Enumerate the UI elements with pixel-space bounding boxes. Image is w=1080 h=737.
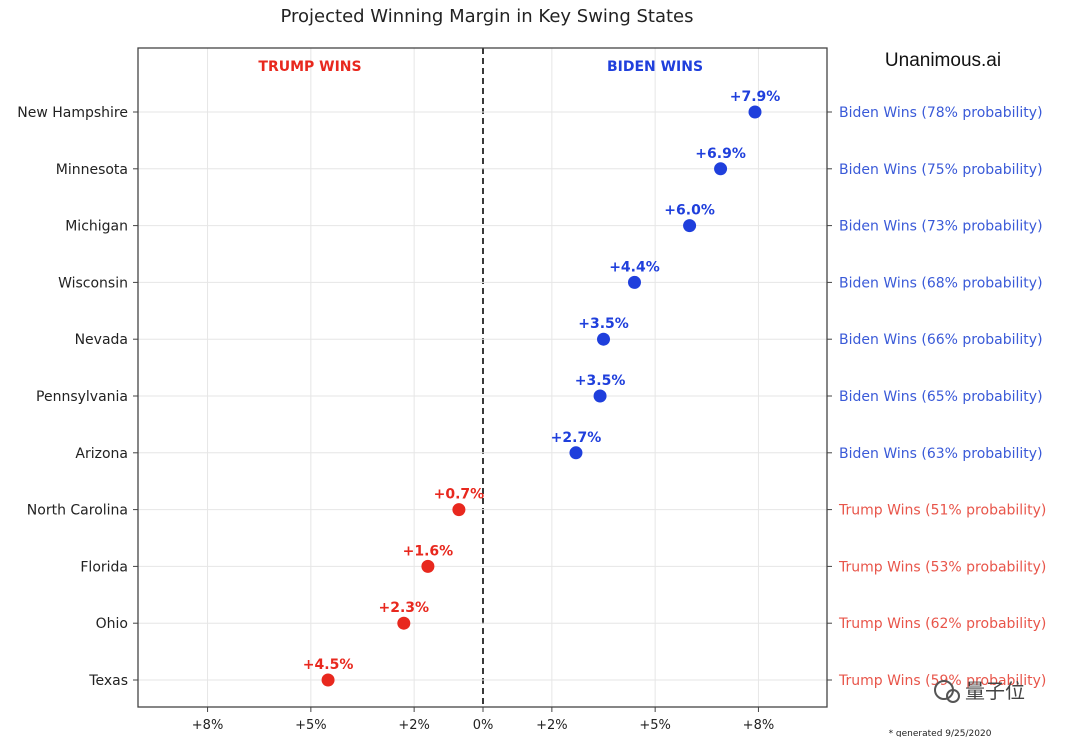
data-label: +3.5% [575, 373, 626, 389]
state-label: North Carolina [27, 503, 128, 519]
data-point [627, 275, 641, 289]
data-label: +1.6% [403, 543, 454, 559]
data-point [593, 389, 607, 403]
data-label: +6.9% [695, 146, 746, 162]
probability-annotation: Biden Wins (73% probability) [839, 219, 1043, 235]
probability-annotation: Biden Wins (66% probability) [839, 332, 1043, 348]
data-point [597, 332, 611, 346]
data-label: +3.5% [578, 316, 629, 332]
x-tick-label: +5% [639, 718, 671, 733]
data-point [321, 673, 335, 687]
data-label: +6.0% [664, 203, 715, 219]
state-label: Florida [80, 559, 128, 575]
data-point [452, 503, 466, 517]
data-label: +4.4% [609, 259, 660, 275]
probability-annotation: Trump Wins (62% probability) [838, 616, 1046, 632]
probability-annotation: Trump Wins (53% probability) [838, 559, 1046, 575]
state-label: Wisconsin [58, 275, 128, 291]
data-point [421, 559, 435, 573]
x-axis-ticks: +8% +5% +2% 0% +2% +5% +8% New Hampshire Biden W… [17, 105, 1046, 733]
data-label: +7.9% [730, 89, 781, 105]
data-point [683, 219, 697, 233]
state-label: Arizona [75, 446, 128, 462]
data-label: +0.7% [434, 487, 485, 503]
data-point [397, 616, 411, 630]
data-label: +2.7% [551, 430, 602, 446]
trump-wins-header: TRUMP WINS [258, 59, 361, 75]
watermark: 量子位 [934, 679, 1025, 703]
probability-annotation: Biden Wins (75% probability) [839, 162, 1043, 178]
watermark-icon-small [946, 689, 960, 703]
x-tick-label: +8% [192, 718, 224, 733]
x-tick-label: +8% [743, 718, 775, 733]
x-tick-label: +2% [536, 718, 568, 733]
watermark-text: 量子位 [965, 679, 1025, 703]
biden-wins-header: BIDEN WINS [607, 59, 703, 75]
footnote: * generated 9/25/2020 [889, 729, 992, 737]
data-point [714, 162, 728, 176]
state-label: Texas [88, 673, 128, 689]
probability-annotation: Biden Wins (68% probability) [839, 275, 1043, 291]
probability-annotation: Biden Wins (78% probability) [839, 105, 1043, 121]
data-point [569, 446, 583, 460]
x-tick-label: +2% [398, 718, 430, 733]
probability-annotation: Biden Wins (65% probability) [839, 389, 1043, 405]
grid-lines [138, 48, 827, 707]
state-label: New Hampshire [17, 105, 128, 121]
state-label: Michigan [65, 219, 128, 235]
x-tick-label: +5% [295, 718, 327, 733]
state-label: Minnesota [56, 162, 128, 178]
probability-annotation: Trump Wins (51% probability) [838, 503, 1046, 519]
data-label: +2.3% [379, 600, 430, 616]
probability-annotation: Biden Wins (63% probability) [839, 446, 1043, 462]
brand-logo-text: Unanimous.ai [885, 50, 1001, 71]
state-label: Nevada [75, 332, 128, 348]
chart-title: Projected Winning Margin in Key Swing St… [281, 6, 694, 27]
x-tick-label: 0% [473, 718, 494, 733]
data-label: +4.5% [303, 657, 354, 673]
data-point [748, 105, 762, 119]
state-label: Pennsylvania [36, 389, 128, 405]
data-marks: +7.9% +6.9% +6.0% +4.4% +3.5% +3.5% +2.7% +0.7%… [303, 89, 780, 687]
state-label: Ohio [96, 616, 128, 632]
